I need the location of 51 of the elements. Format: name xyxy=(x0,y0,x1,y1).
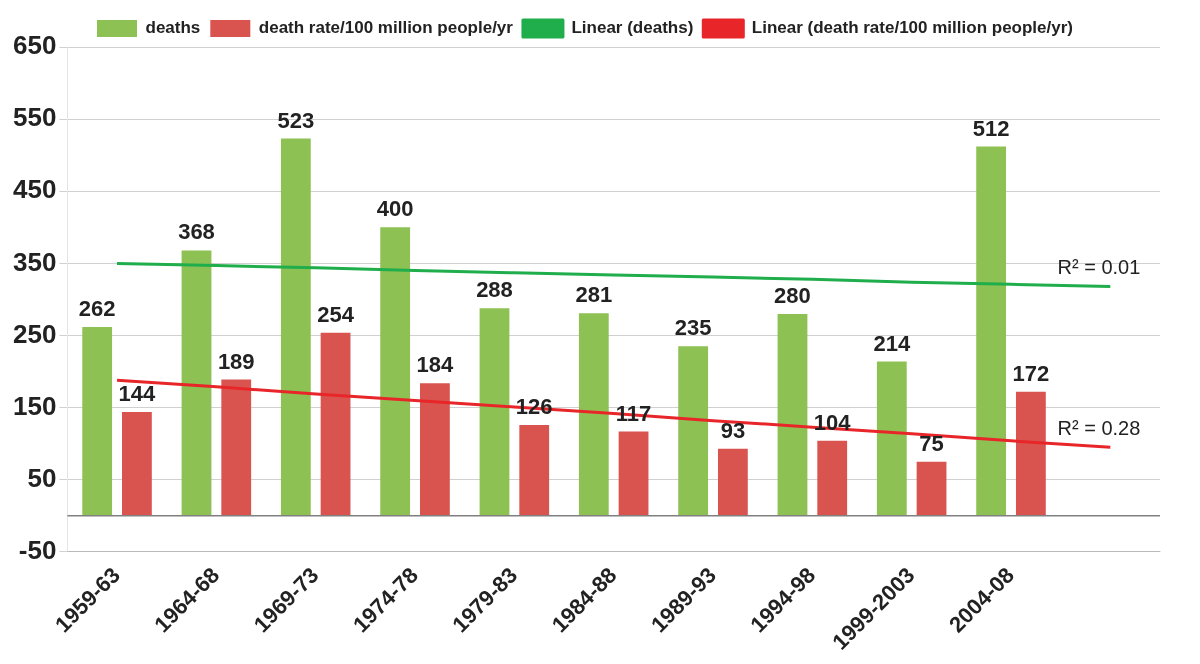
bar xyxy=(519,424,550,516)
bar xyxy=(618,431,649,516)
data-label: 172 xyxy=(1012,360,1050,386)
data-label: 214 xyxy=(873,330,911,356)
data-label: 523 xyxy=(277,107,315,133)
data-label: 262 xyxy=(78,295,116,321)
y-tick-label: 550 xyxy=(12,102,57,133)
bar xyxy=(82,326,113,516)
bar xyxy=(221,379,252,516)
data-label: 235 xyxy=(674,315,712,341)
bar xyxy=(320,332,351,516)
legend-label: death rate/100 million people/yr xyxy=(258,18,514,38)
bar xyxy=(876,361,907,516)
data-label: 93 xyxy=(720,417,746,443)
bar xyxy=(777,313,808,516)
bar xyxy=(578,313,609,516)
data-label: 254 xyxy=(317,301,355,327)
bar xyxy=(1015,391,1046,516)
bar xyxy=(420,383,450,516)
bar xyxy=(717,448,748,516)
bar xyxy=(479,308,510,516)
bar xyxy=(817,440,848,516)
data-label: 184 xyxy=(416,352,455,378)
y-tick-label: -50 xyxy=(18,535,57,566)
legend-label: Linear (death rate/100 million people/yr) xyxy=(751,18,1073,38)
bar xyxy=(976,146,1007,516)
data-label: 75 xyxy=(919,430,944,456)
y-tick-label: 650 xyxy=(12,30,57,61)
legend-label: deaths xyxy=(145,18,201,38)
bar xyxy=(916,461,947,516)
annotation: R² = 0.28 xyxy=(1057,416,1141,439)
legend-label: Linear (deaths) xyxy=(571,18,694,38)
annotation: R² = 0.01 xyxy=(1057,256,1141,278)
y-tick-label: 250 xyxy=(12,318,57,349)
y-tick-label: 450 xyxy=(12,174,57,205)
data-label: 400 xyxy=(376,196,414,222)
bar xyxy=(181,250,212,516)
bar xyxy=(280,138,311,516)
data-label: 281 xyxy=(575,282,613,308)
bar xyxy=(678,346,709,516)
data-label: 512 xyxy=(972,115,1010,141)
data-label: 280 xyxy=(774,282,811,308)
bar xyxy=(122,412,152,516)
data-label: 368 xyxy=(178,219,215,245)
data-label: 189 xyxy=(217,348,255,374)
y-tick-label: 350 xyxy=(12,246,57,277)
y-tick-label: 50 xyxy=(27,462,57,493)
bar xyxy=(380,227,411,516)
data-label: 144 xyxy=(118,381,157,407)
data-label: 288 xyxy=(476,277,513,303)
y-tick-label: 150 xyxy=(12,390,57,421)
